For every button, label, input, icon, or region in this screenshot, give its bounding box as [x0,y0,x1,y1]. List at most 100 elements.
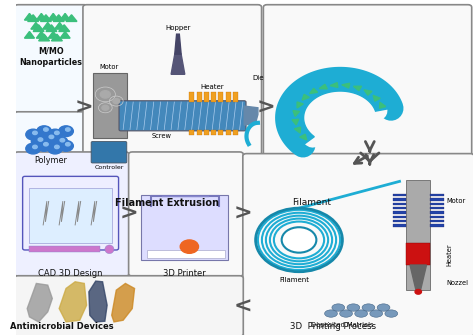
Bar [392,220,406,222]
Bar [430,224,444,226]
FancyBboxPatch shape [14,112,88,217]
Circle shape [282,227,316,253]
Bar [226,129,230,134]
Polygon shape [297,102,303,108]
Text: Filament: Filament [280,277,310,283]
FancyBboxPatch shape [14,5,88,112]
Bar [392,194,406,197]
Polygon shape [342,83,350,88]
Polygon shape [66,15,77,22]
Bar [211,92,216,102]
Polygon shape [51,34,63,41]
Polygon shape [31,23,41,29]
Circle shape [59,140,73,151]
Polygon shape [36,13,46,20]
Ellipse shape [332,304,345,311]
FancyBboxPatch shape [23,176,118,250]
Bar [147,250,225,258]
FancyBboxPatch shape [243,154,474,336]
Text: Filament Extrusion: Filament Extrusion [115,198,219,208]
Bar [219,92,223,102]
Polygon shape [40,15,51,22]
FancyBboxPatch shape [14,152,129,276]
Text: M/MO
Nanoparticles: M/MO Nanoparticles [19,47,82,67]
FancyBboxPatch shape [83,5,262,209]
Bar [406,243,430,265]
Bar [219,129,223,134]
Bar [197,92,201,102]
Text: Filament: Filament [292,198,331,207]
Bar [211,129,216,134]
Polygon shape [46,25,57,32]
Text: Polymer: Polymer [35,156,67,165]
Bar [430,211,444,214]
Polygon shape [292,119,299,125]
Bar [204,92,209,102]
Bar [430,194,444,197]
Polygon shape [59,282,87,322]
Polygon shape [302,94,310,100]
Circle shape [59,126,73,136]
Polygon shape [55,23,64,29]
Polygon shape [27,284,52,322]
Bar [392,203,406,205]
Text: <: < [234,296,253,316]
Circle shape [55,145,59,149]
Circle shape [44,142,48,146]
Polygon shape [60,13,70,20]
Text: CAD 3D Design: CAD 3D Design [38,269,103,278]
Text: Heater: Heater [201,84,224,90]
FancyBboxPatch shape [119,101,246,131]
Text: >: > [234,203,253,223]
Bar [392,207,406,209]
Bar [190,92,194,102]
Polygon shape [89,281,107,322]
Bar [233,92,238,102]
Polygon shape [294,127,301,133]
Text: >: > [75,98,93,118]
Bar [430,203,444,205]
Bar [392,211,406,214]
Circle shape [26,129,40,140]
Bar [92,73,127,138]
Polygon shape [364,90,372,95]
Circle shape [44,128,48,131]
Bar [430,207,444,209]
Circle shape [37,140,51,151]
Ellipse shape [370,310,383,317]
Polygon shape [112,284,135,322]
Circle shape [180,240,199,253]
Bar [233,129,238,134]
Polygon shape [288,79,391,145]
Circle shape [55,131,59,134]
Bar [392,198,406,201]
Ellipse shape [105,245,114,254]
Bar [430,216,444,218]
FancyBboxPatch shape [14,276,243,336]
Circle shape [48,143,63,154]
FancyBboxPatch shape [91,141,127,163]
Bar [430,220,444,222]
Bar [392,224,406,226]
Polygon shape [27,15,38,22]
FancyBboxPatch shape [264,5,472,209]
Text: Motor: Motor [100,64,118,70]
Polygon shape [171,54,185,74]
Text: Motor: Motor [446,199,465,205]
Polygon shape [53,15,64,22]
Polygon shape [380,102,386,108]
Text: Antimicrobial Devices: Antimicrobial Devices [9,322,113,331]
Circle shape [48,129,63,140]
Ellipse shape [362,304,375,311]
Polygon shape [36,32,46,38]
Circle shape [26,143,40,154]
Circle shape [49,135,54,138]
Polygon shape [175,34,181,54]
Circle shape [33,131,37,134]
Polygon shape [354,86,362,91]
Polygon shape [43,23,53,29]
FancyBboxPatch shape [128,152,243,276]
Polygon shape [48,13,58,20]
Text: Nozzel: Nozzel [446,281,468,287]
Polygon shape [330,83,338,87]
